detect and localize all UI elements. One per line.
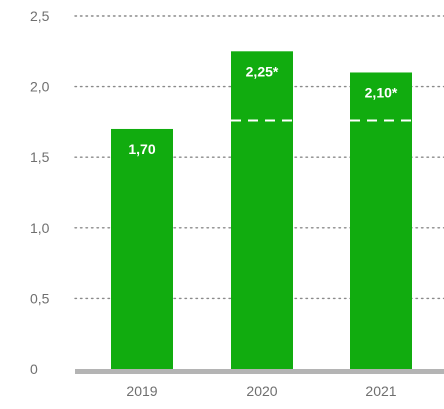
bar-2021 (350, 72, 412, 369)
y-tick-label: 2,5 (30, 8, 50, 24)
x-axis-line (75, 369, 444, 374)
bar-2019 (111, 128, 173, 369)
y-tick-label: 0,5 (30, 290, 50, 306)
y-tick-label: 0 (30, 361, 38, 377)
x-tick-label-2021: 2021 (365, 383, 396, 399)
y-tick-label: 2,0 (30, 79, 50, 95)
data-label-2020: 2,25* (246, 63, 279, 79)
labels: 0 0,5 1,0 1,5 2,0 2,5 1,70 2019 2,25* 2020 2,10* 20… (30, 8, 398, 399)
x-tick-label-2019: 2019 (126, 383, 157, 399)
axes (75, 369, 444, 374)
data-label-2021: 2,10* (365, 84, 398, 100)
y-tick-label: 1,5 (30, 149, 50, 165)
y-tick-label: 1,0 (30, 220, 50, 236)
bar-2020 (231, 51, 293, 370)
data-label-2019: 1,70 (128, 141, 155, 157)
bars (111, 51, 412, 370)
x-tick-label-2020: 2020 (246, 383, 277, 399)
